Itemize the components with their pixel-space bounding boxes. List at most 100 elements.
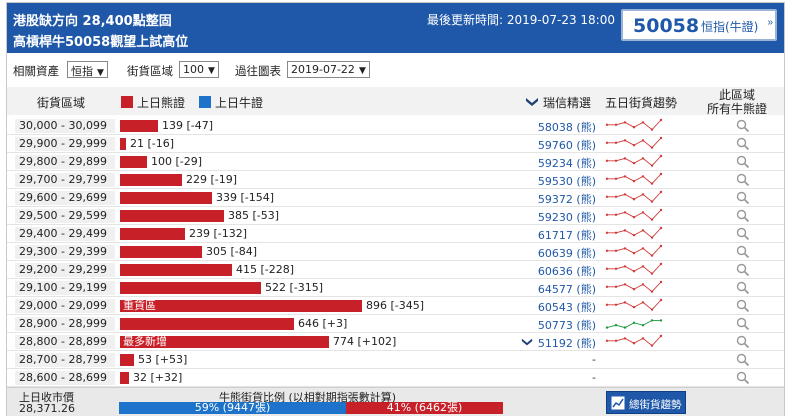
five-day-sparkline [605, 118, 663, 131]
warrant-link[interactable]: 60543 (熊) [537, 301, 596, 314]
bear-volume-bar[interactable] [120, 156, 147, 168]
magnifier-icon[interactable] [736, 299, 750, 313]
price-range: 29,800 - 29,899 [15, 155, 115, 169]
total-trend-label: 總街貨趨勢 [629, 399, 682, 411]
bear-volume-value: 21 [-16] [130, 137, 175, 150]
price-range: 29,500 - 29,599 [15, 209, 115, 223]
magnifier-icon[interactable] [736, 191, 750, 205]
prev-close-label: 上日收市價 [19, 391, 74, 404]
sparkline-point [659, 262, 663, 266]
warrant-link[interactable]: 50773 (熊) [537, 319, 596, 332]
bear-volume-bar[interactable]: 最多新增 [120, 336, 329, 348]
sparkline-point [605, 326, 609, 329]
warrant-link[interactable]: 59230 (熊) [537, 211, 596, 224]
bear-volume-value: 896 [-345] [366, 299, 425, 312]
range-select[interactable]: 100 ▼ [179, 61, 219, 78]
range-label: 街貨區域 [127, 64, 173, 78]
bear-volume-bar[interactable] [120, 282, 261, 294]
price-range: 28,600 - 28,699 [15, 371, 115, 385]
dropdown-caret-icon: ▼ [208, 66, 215, 76]
warrant-link[interactable]: 64577 (熊) [537, 283, 596, 296]
table-row: 30,000 - 30,099 139 [-47] 58038 (熊) [7, 117, 784, 135]
bear-volume-bar[interactable] [120, 318, 294, 330]
prev-close-value: 28,371.26 [19, 402, 75, 415]
magnifier-icon[interactable] [736, 245, 750, 259]
warrant-link[interactable]: 59372 (熊) [537, 193, 596, 206]
magnifier-icon[interactable] [736, 173, 750, 187]
dropdown-caret-icon: ▼ [97, 68, 104, 78]
headline-subtitle[interactable]: 高槓桿牛50058觀望上試高位 [13, 35, 189, 50]
magnifier-icon[interactable] [736, 119, 750, 133]
five-day-sparkline [605, 154, 663, 167]
bear-volume-bar[interactable]: 重貨區 [120, 300, 362, 312]
bear-volume-bar[interactable] [120, 192, 212, 204]
sparkline-point [641, 157, 645, 160]
magnifier-icon[interactable] [736, 137, 750, 151]
magnifier-icon[interactable] [736, 335, 750, 349]
warrant-link[interactable]: 60636 (熊) [537, 265, 596, 278]
warrant-link[interactable]: 59234 (熊) [537, 157, 596, 170]
warrant-link[interactable]: 51192 (熊) [537, 337, 596, 350]
sparkline-point [632, 198, 636, 201]
total-trend-button[interactable]: 總街貨趨勢 [606, 391, 686, 414]
sparkline-point [659, 190, 663, 194]
warrant-link[interactable]: 61717 (熊) [537, 229, 596, 242]
price-range: 29,600 - 29,699 [15, 191, 115, 205]
bear-volume-bar[interactable] [120, 372, 129, 384]
sparkline-point [605, 249, 609, 252]
bull-bear-ratio-bar: 59% (9447張) 41% (6462張) [119, 402, 503, 414]
magnifier-icon[interactable] [736, 317, 750, 331]
sparkline-point [605, 285, 609, 288]
bear-volume-bar[interactable] [120, 264, 232, 276]
bear-volume-bar[interactable] [120, 120, 158, 132]
asset-select-value: 恒指 [71, 65, 93, 78]
sparkline-point [605, 195, 609, 198]
bear-volume-value: 522 [-315] [265, 281, 324, 294]
bear-volume-bar[interactable] [120, 210, 224, 222]
sparkline-point [605, 123, 609, 126]
sparkline-point [659, 136, 663, 140]
bear-volume-bar[interactable] [120, 354, 134, 366]
magnifier-icon[interactable] [736, 155, 750, 169]
warrant-link[interactable]: 59530 (熊) [537, 175, 596, 188]
sparkline-point [650, 128, 654, 131]
warrant-link[interactable]: 58038 (熊) [537, 121, 596, 134]
bear-volume-bar[interactable] [120, 174, 182, 186]
sparkline-point [641, 324, 645, 327]
sparkline-point [659, 280, 663, 284]
bear-volume-bar[interactable] [120, 138, 126, 150]
price-range: 29,900 - 29,999 [15, 137, 115, 151]
magnifier-icon[interactable] [736, 281, 750, 295]
price-range: 29,700 - 29,799 [15, 173, 115, 187]
sparkline-point [659, 334, 663, 338]
sparkline-point [659, 319, 663, 322]
magnifier-icon[interactable] [736, 353, 750, 367]
bear-volume-bar[interactable] [120, 246, 202, 258]
asset-select[interactable]: 恒指 ▼ [67, 61, 108, 78]
warrant-link[interactable]: 60639 (熊) [537, 247, 596, 260]
sparkline-point [623, 229, 627, 232]
sparkline-point [614, 195, 618, 198]
magnifier-icon[interactable] [736, 371, 750, 385]
sparkline-point [605, 231, 609, 234]
sparkline-point [659, 118, 663, 122]
magnifier-icon[interactable] [736, 209, 750, 223]
sparkline-point [659, 172, 663, 176]
warrant-code-button[interactable]: 50058 恒指(牛證) » [621, 9, 777, 41]
bear-volume-value: 774 [+102] [333, 335, 397, 348]
sparkline-point [614, 141, 618, 144]
warrant-link[interactable]: 59760 (熊) [537, 139, 596, 152]
bear-volume-bar[interactable] [120, 228, 185, 240]
sparkline-point [632, 144, 636, 147]
magnifier-icon[interactable] [736, 263, 750, 277]
sparkline-point [623, 211, 627, 214]
table-row: 29,400 - 29,499 239 [-132] 61717 (熊) [7, 225, 784, 243]
sparkline-point [614, 285, 618, 288]
sparkline-point [641, 247, 645, 250]
headline-title[interactable]: 港股缺方向 28,400點整固 [13, 14, 172, 29]
table-row: 29,100 - 29,199 522 [-315] 64577 (熊) [7, 279, 784, 297]
history-date-select[interactable]: 2019-07-22 ▼ [287, 61, 370, 78]
magnifier-icon[interactable] [736, 227, 750, 241]
sparkline-point [650, 146, 654, 149]
sparkline-point [605, 303, 609, 306]
